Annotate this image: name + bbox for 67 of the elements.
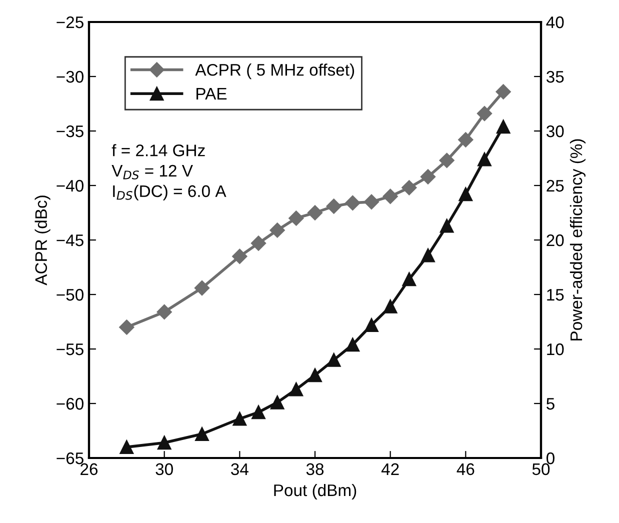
- point: [346, 338, 360, 352]
- point: [232, 248, 248, 264]
- y2-tick-label: 5: [546, 398, 554, 410]
- point: [382, 188, 398, 204]
- point: [402, 180, 417, 196]
- point: [195, 427, 209, 441]
- y2-tick-label: 40: [546, 16, 564, 28]
- y2-tick-label: 35: [546, 70, 564, 83]
- point: [345, 195, 360, 211]
- point: [496, 120, 510, 134]
- point: [119, 320, 134, 335]
- point: [250, 236, 266, 251]
- y-tick-label: −45: [56, 234, 84, 246]
- x-tick-label: 50: [532, 463, 550, 476]
- y-tick-label: −30: [56, 70, 84, 83]
- point: [270, 222, 285, 238]
- legend-label: PAE: [196, 88, 227, 100]
- point: [120, 440, 134, 454]
- y-tick-label: −35: [56, 125, 84, 138]
- point: [402, 272, 416, 286]
- point: [308, 368, 322, 382]
- x-tick-label: 46: [456, 463, 474, 476]
- point: [194, 280, 210, 296]
- point: [478, 152, 492, 166]
- point: [232, 412, 247, 426]
- point: [496, 84, 511, 100]
- point: [156, 304, 172, 320]
- x-tick-label: 42: [381, 463, 399, 475]
- y2-tick-label: 20: [546, 234, 564, 246]
- x-tick-label: 26: [80, 463, 98, 476]
- y-tick-label: −55: [56, 344, 84, 356]
- y-tick-label: −50: [56, 288, 84, 301]
- y2-tick-label: 10: [547, 343, 564, 356]
- point: [420, 169, 436, 184]
- x-tick-label: 34: [231, 463, 248, 476]
- x-tick-label: 30: [156, 463, 173, 476]
- point: [307, 205, 323, 220]
- point: [289, 382, 304, 396]
- point: [440, 218, 454, 233]
- point: [326, 198, 342, 214]
- point: [439, 152, 454, 168]
- point: [270, 395, 284, 410]
- y-tick-label: −60: [56, 398, 84, 410]
- point: [383, 300, 398, 314]
- point: [157, 436, 172, 450]
- x-axis-title: Pout (dBm): [274, 484, 356, 500]
- y-tick-label: −65: [56, 452, 84, 464]
- y-tick-label: −25: [56, 16, 84, 28]
- x-tick-label: 38: [306, 463, 324, 476]
- point: [326, 352, 341, 367]
- point: [288, 210, 304, 226]
- y-tick-label: −40: [56, 180, 84, 192]
- y2-axis-title: Power-added efficiency (%): [570, 139, 586, 340]
- point: [364, 194, 380, 210]
- point: [421, 248, 435, 262]
- y2-tick-label: 30: [546, 125, 564, 138]
- point: [458, 132, 474, 148]
- point: [476, 106, 492, 122]
- y2-tick-label: 25: [546, 180, 564, 192]
- y2-tick-label: 15: [547, 289, 564, 301]
- legend-label: ACPR ( 5 MHz offset): [195, 64, 354, 80]
- point: [364, 318, 378, 332]
- point: [458, 187, 473, 202]
- point: [252, 405, 266, 420]
- text: f = 2.14 GHz V$_{DS}$ = 12 V I$_{DS}$(DC) = 6.0 A: [112, 144, 226, 200]
- y2-tick-label: 0: [546, 452, 554, 464]
- y-axis-title: ACPR (dBc): [34, 196, 50, 286]
